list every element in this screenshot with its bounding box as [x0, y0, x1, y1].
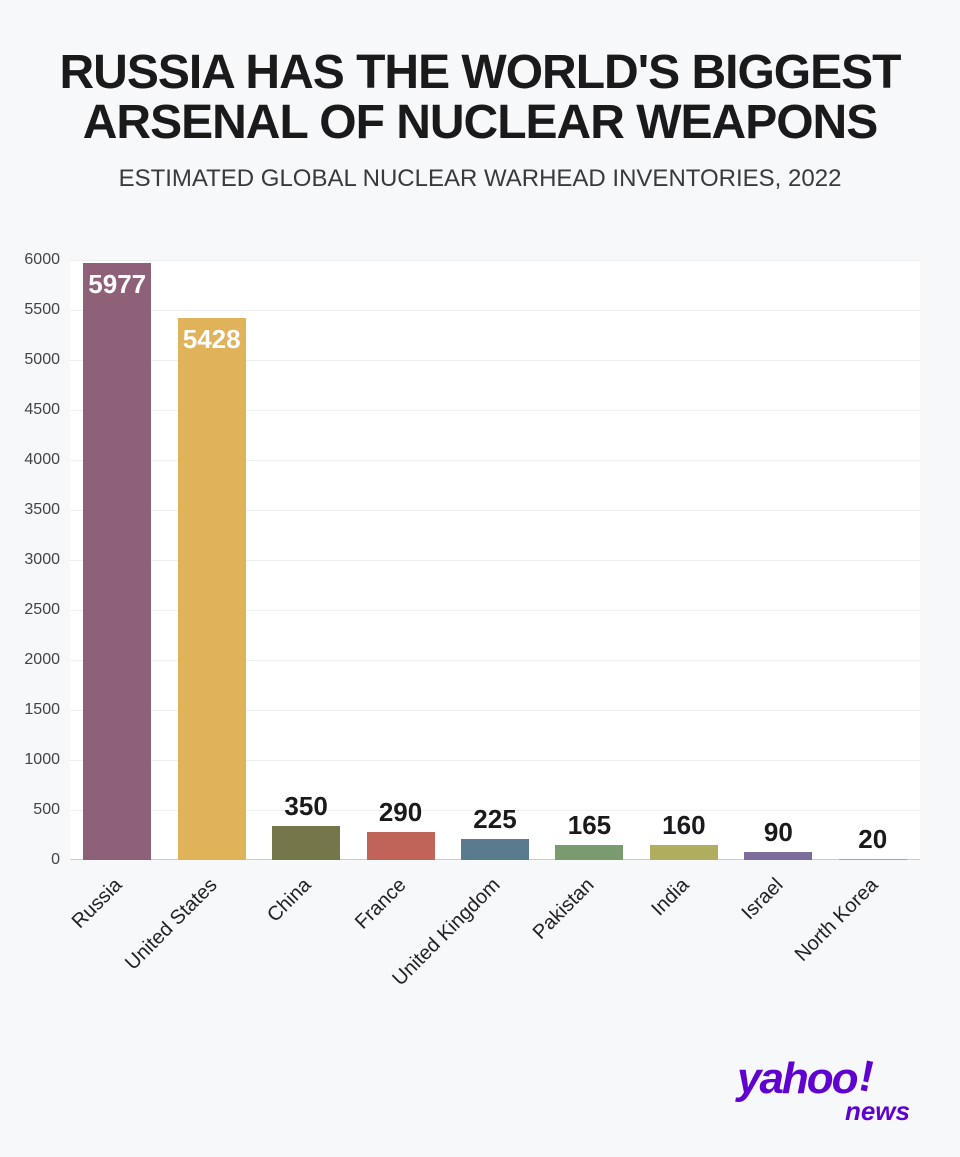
- bar: 5977: [83, 262, 151, 860]
- y-axis-tick: 5500: [24, 301, 70, 319]
- gridline: [70, 260, 920, 261]
- gridline: [70, 310, 920, 311]
- bar: 90: [744, 851, 812, 860]
- y-axis-tick: 3000: [24, 551, 70, 569]
- bar-value-label: 160: [662, 810, 705, 841]
- y-axis-tick: 0: [51, 851, 70, 869]
- bar-value-label: 165: [568, 810, 611, 841]
- bar: 20: [839, 858, 907, 860]
- y-axis-tick: 2500: [24, 601, 70, 619]
- bar: 160: [650, 844, 718, 860]
- bar: 350: [272, 825, 340, 860]
- y-axis-tick: 1000: [24, 751, 70, 769]
- source-logo: yahoo! news: [737, 1054, 910, 1127]
- bar-value-label: 20: [858, 824, 887, 855]
- y-axis-tick: 6000: [24, 251, 70, 269]
- bar-value-label: 5977: [88, 269, 146, 300]
- chart-plot-area: 0500100015002000250030003500400045005000…: [70, 260, 920, 860]
- bar-value-label: 350: [284, 791, 327, 822]
- bar: 165: [555, 844, 623, 861]
- y-axis-tick: 4500: [24, 401, 70, 419]
- bar: 225: [461, 838, 529, 861]
- y-axis-tick: 2000: [24, 651, 70, 669]
- chart-subtitle: ESTIMATED GLOBAL NUCLEAR WARHEAD INVENTO…: [0, 165, 960, 193]
- chart-title: RUSSIA HAS THE WORLD'S BIGGEST ARSENAL O…: [0, 0, 960, 149]
- bar-value-label: 225: [473, 804, 516, 835]
- bar-value-label: 5428: [183, 324, 241, 355]
- y-axis-tick: 1500: [24, 701, 70, 719]
- chart-title-line2: ARSENAL OF NUCLEAR WEAPONS: [0, 98, 960, 148]
- y-axis-tick: 500: [33, 801, 70, 819]
- y-axis-tick: 5000: [24, 351, 70, 369]
- chart-title-line1: RUSSIA HAS THE WORLD'S BIGGEST: [0, 48, 960, 98]
- bar-value-label: 90: [764, 817, 793, 848]
- y-axis-tick: 4000: [24, 451, 70, 469]
- bar: 290: [367, 831, 435, 860]
- bar: 5428: [178, 317, 246, 860]
- y-axis-tick: 3500: [24, 501, 70, 519]
- logo-text: yahoo: [737, 1054, 857, 1104]
- bar-value-label: 290: [379, 797, 422, 828]
